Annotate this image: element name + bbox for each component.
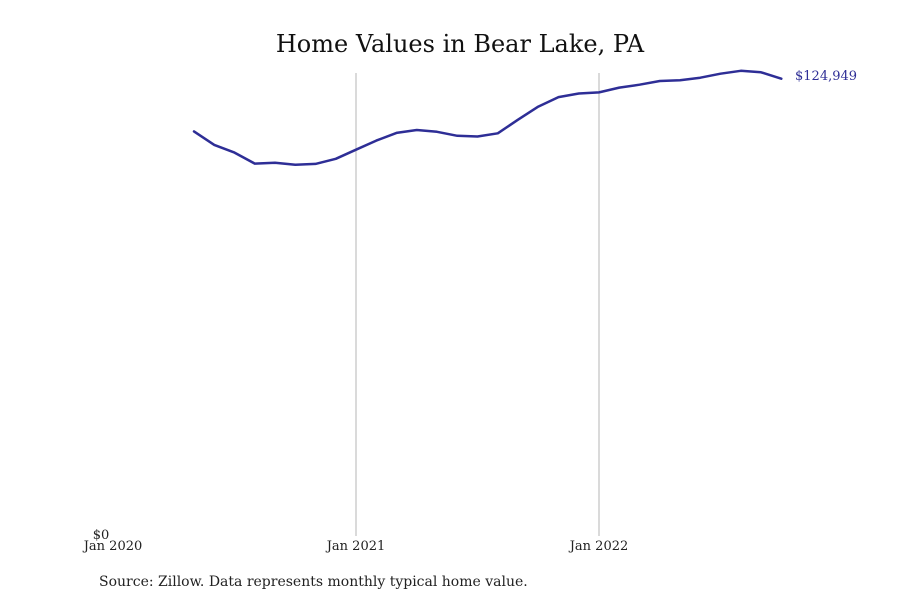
x-tick-label: Jan 2020	[82, 539, 143, 554]
y-tick-label: $0	[93, 528, 110, 543]
x-tick-label: Jan 2021	[325, 539, 386, 554]
series-line	[192, 69, 783, 166]
source-note: Source: Zillow. Data represents monthly …	[99, 574, 528, 590]
gridlines	[355, 73, 600, 536]
x-tick-label: Jan 2022	[568, 539, 629, 554]
end-value-label: $124,949	[795, 69, 857, 84]
plot-area	[192, 69, 783, 166]
chart-title: Home Values in Bear Lake, PA	[276, 30, 645, 58]
axis-labels: Jan 2020 Jan 2021 Jan 2022 $0 $124,949	[82, 69, 857, 554]
